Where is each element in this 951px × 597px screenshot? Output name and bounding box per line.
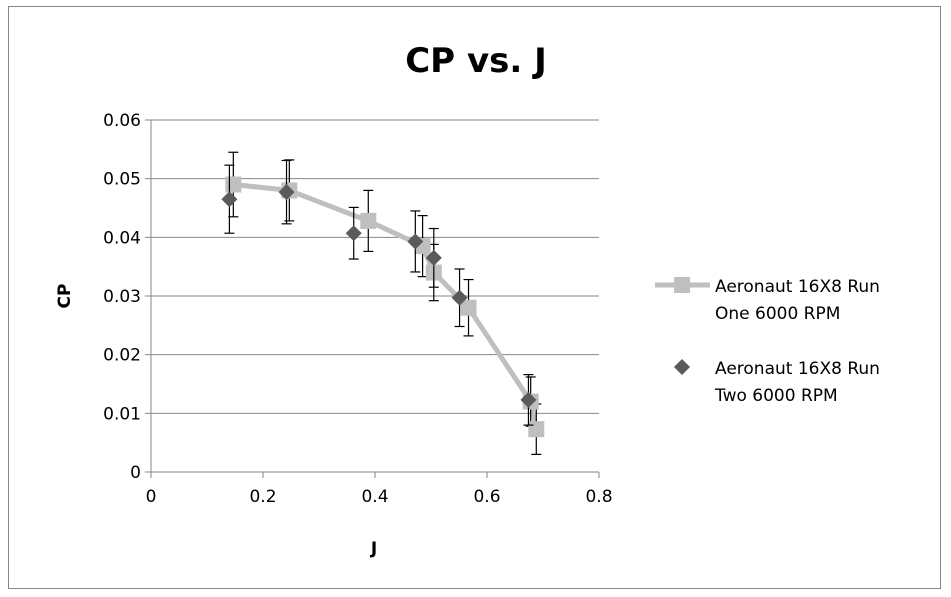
data-point-diamond	[425, 249, 442, 266]
data-point-square	[225, 176, 242, 193]
grid	[151, 119, 599, 414]
y-tick-label: 0.05	[103, 170, 141, 190]
y-tick-label: 0	[130, 463, 141, 483]
legend-marker-square	[674, 277, 690, 293]
data-point-diamond	[221, 191, 238, 208]
legend-label: Two 6000 RPM	[714, 386, 838, 406]
chart-frame	[8, 6, 941, 589]
y-tick-label: 0.06	[103, 111, 141, 131]
chart-title: CP vs. J	[405, 41, 547, 81]
legend-label: Aeronaut 16X8 Run	[715, 359, 880, 379]
plot-area	[221, 151, 545, 455]
data-point-diamond	[345, 225, 362, 242]
y-axis-label: CP	[55, 284, 75, 309]
y-tick-labels: 0 0.01 0.02 0.03 0.04 0.05 0.06	[103, 111, 141, 483]
x-tick-label: 0	[146, 487, 157, 507]
x-tick-label: 0.2	[249, 487, 276, 507]
legend-marker-diamond	[674, 359, 690, 375]
y-tick-label: 0.02	[103, 346, 141, 366]
data-point-square	[360, 212, 377, 229]
y-tick-label: 0.01	[103, 404, 141, 424]
legend-item-run-one: Aeronaut 16X8 Run One 6000 RPM	[655, 277, 880, 324]
data-point-diamond	[278, 184, 295, 201]
x-tick-label: 0.6	[473, 487, 500, 507]
x-tick-label: 0.4	[361, 487, 388, 507]
y-tick-label: 0.03	[103, 287, 141, 307]
data-point-square	[528, 421, 545, 438]
data-point-diamond	[520, 391, 537, 408]
data-point-diamond	[407, 233, 424, 250]
x-tick-label: 0.8	[585, 487, 612, 507]
x-tick-labels: 0 0.2 0.4 0.6 0.8	[146, 487, 613, 507]
data-point-square	[460, 299, 477, 316]
axes	[145, 119, 600, 478]
legend-label: One 6000 RPM	[715, 304, 840, 324]
series-line	[233, 182, 539, 430]
data-point-diamond	[451, 289, 468, 306]
series-2	[221, 159, 537, 426]
legend-label: Aeronaut 16X8 Run	[715, 277, 880, 297]
legend-item-run-two: Aeronaut 16X8 Run Two 6000 RPM	[674, 359, 880, 406]
y-tick-label: 0.04	[103, 228, 141, 248]
series-1	[225, 151, 545, 455]
x-axis-label: J	[370, 539, 377, 559]
